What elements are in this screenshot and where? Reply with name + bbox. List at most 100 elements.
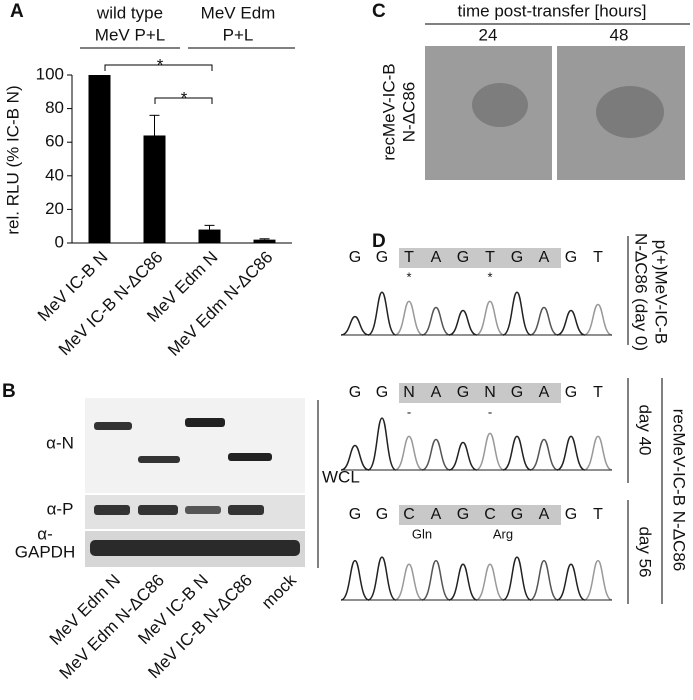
trace-label: N-ΔC86 (day 0) [632, 233, 651, 351]
base: T [404, 249, 414, 266]
blot [85, 398, 305, 567]
peak [556, 563, 586, 601]
base: G [457, 384, 469, 401]
peak [583, 435, 613, 471]
y-tick-label: 20 [45, 199, 64, 218]
base: N [484, 384, 496, 401]
header: time post-transfer [hours] [458, 1, 647, 20]
base: G [349, 384, 361, 401]
peak [448, 309, 478, 336]
peak [421, 306, 451, 336]
trace-label: day 56 [636, 526, 655, 577]
bar [143, 135, 166, 243]
peak [556, 435, 586, 471]
base-mark: Gln [412, 526, 432, 541]
sig-star: * [181, 88, 188, 107]
plaque [596, 86, 664, 138]
base-mark: * [406, 269, 411, 284]
base: T [593, 384, 603, 401]
band [228, 505, 264, 515]
peak [502, 435, 532, 471]
base: A [539, 249, 550, 266]
base: G [376, 506, 388, 523]
band [228, 453, 272, 461]
blot-strip [85, 398, 305, 493]
sig-bracket [154, 97, 213, 104]
band [138, 505, 178, 515]
x-tick-label: MeV Edm N-ΔC86 [164, 248, 276, 360]
lane-label: mock [258, 570, 301, 613]
base: C [484, 506, 496, 523]
trace-label: p(+)MeV-IC-B [652, 240, 671, 344]
peak [583, 559, 613, 601]
time-label: 24 [479, 25, 498, 44]
y-tick-label: 0 [55, 232, 64, 251]
base: G [376, 249, 388, 266]
trace-label: day 40 [636, 404, 655, 455]
peak [421, 438, 451, 471]
peak [448, 441, 478, 471]
band [185, 418, 225, 427]
base: C [403, 506, 415, 523]
sig-bracket [104, 64, 213, 71]
row-label: α- [37, 524, 53, 543]
peak [340, 315, 370, 336]
base: G [376, 384, 388, 401]
y-tick-label: 40 [45, 165, 64, 184]
peak [448, 563, 478, 601]
peak [529, 438, 559, 471]
band [185, 506, 221, 514]
base-mark: - [407, 404, 411, 419]
peak [529, 306, 559, 336]
base-mark: Arg [493, 526, 513, 541]
plaque [472, 83, 528, 127]
time-label: 48 [610, 25, 629, 44]
base: G [511, 249, 523, 266]
y-tick-label: 80 [45, 98, 64, 117]
peak [556, 309, 586, 336]
base: T [593, 249, 603, 266]
peak [529, 559, 559, 601]
base: G [457, 506, 469, 523]
peak [421, 559, 451, 601]
y-axis-label: rel. RLU (% IC-B N) [3, 85, 22, 234]
bar [253, 239, 276, 243]
sample-label: N-ΔC86 [399, 82, 418, 142]
base: G [349, 506, 361, 523]
y-tick-label: 100 [36, 64, 64, 83]
base: G [565, 384, 577, 401]
panel-label: C [372, 1, 386, 22]
band [138, 456, 180, 463]
x-tick-label: MeV IC-B N-ΔC86 [55, 248, 167, 360]
peak [367, 417, 397, 471]
side-label: WCL [322, 467, 360, 486]
row-label: α-P [47, 499, 74, 518]
base: T [485, 249, 495, 266]
base: G [565, 506, 577, 523]
peak [502, 556, 532, 601]
peak [340, 559, 370, 601]
bar [88, 75, 111, 243]
base: G [511, 384, 523, 401]
peak [340, 444, 370, 471]
group-label: wild type [96, 3, 163, 22]
base: A [431, 506, 442, 523]
base: A [539, 384, 550, 401]
group-label: P+L [223, 25, 254, 44]
band [94, 422, 132, 430]
highlight [399, 248, 561, 268]
peak [475, 300, 505, 336]
base-mark: * [487, 269, 492, 284]
base: G [457, 249, 469, 266]
bar [198, 229, 221, 243]
peak [475, 563, 505, 601]
base-mark: - [488, 404, 492, 419]
peak [367, 556, 397, 601]
band [94, 505, 130, 515]
sig-star: * [157, 55, 164, 74]
panel-label: B [2, 381, 16, 402]
row-label: α-N [46, 433, 74, 452]
base: N [403, 384, 415, 401]
